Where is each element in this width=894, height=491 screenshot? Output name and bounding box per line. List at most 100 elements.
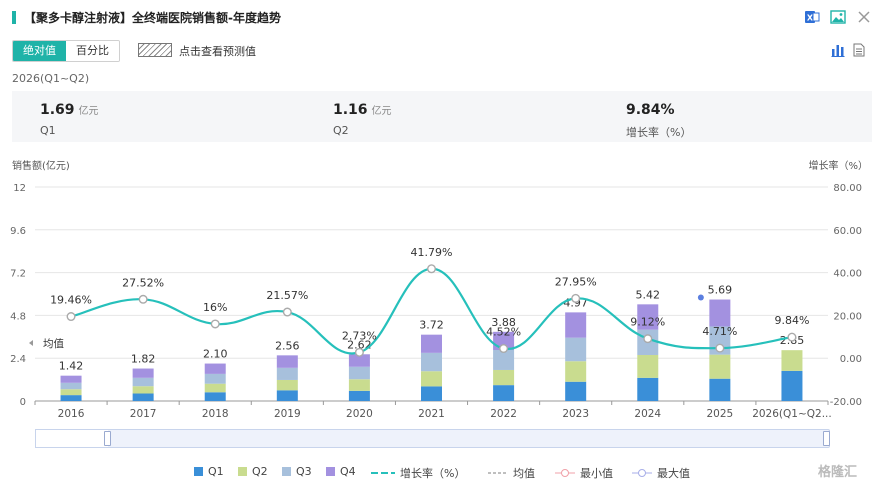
mean-label: 均值 bbox=[43, 337, 64, 350]
stat-q2-value: 1.16 亿元 bbox=[333, 102, 392, 118]
growth-label: 19.46% bbox=[50, 294, 92, 307]
tab-absolute[interactable]: 绝对值 bbox=[13, 41, 66, 61]
x-tick-label: 2024 bbox=[634, 408, 661, 420]
legend-min[interactable]: 最小值 bbox=[555, 465, 613, 481]
growth-point bbox=[499, 344, 509, 354]
bar-q2 bbox=[565, 361, 587, 382]
bar-total-label: 3.72 bbox=[419, 319, 444, 332]
x-tick-label: 2023 bbox=[562, 408, 589, 420]
bar-chart-icon[interactable] bbox=[831, 43, 845, 57]
stat-growth-label: 增长率（%） bbox=[626, 126, 692, 139]
bar-q3 bbox=[493, 349, 515, 370]
bar-q3 bbox=[348, 366, 370, 380]
growth-label: 9.12% bbox=[630, 316, 665, 329]
range-slider-right-handle[interactable] bbox=[823, 431, 830, 446]
stat-growth-value: 9.84% bbox=[626, 102, 675, 118]
bar-q1 bbox=[421, 386, 442, 401]
y-right-tick-label: 80.00 bbox=[833, 183, 862, 194]
x-tick-label: 2019 bbox=[274, 408, 301, 420]
growth-point bbox=[282, 307, 292, 317]
growth-label: 4.52% bbox=[486, 326, 521, 339]
legend-growth-rate[interactable]: 增长率（%） bbox=[371, 467, 466, 480]
growth-label: 41.79% bbox=[411, 246, 453, 259]
legend-q4[interactable]: Q4 bbox=[326, 465, 356, 478]
legend-mean[interactable]: 均值 bbox=[488, 467, 535, 480]
close-icon[interactable] bbox=[856, 10, 872, 24]
data-table-icon[interactable] bbox=[853, 43, 865, 57]
stat-q2-label: Q2 bbox=[333, 124, 349, 137]
growth-label: 9.84% bbox=[774, 314, 809, 327]
bar-q3 bbox=[132, 377, 154, 387]
bar-q4 bbox=[421, 334, 442, 353]
summary-period: 2026(Q1~Q2) bbox=[12, 72, 90, 85]
bar-total-label: 2.62 bbox=[347, 338, 372, 351]
bar-q2 bbox=[348, 379, 370, 391]
bar-q3 bbox=[276, 367, 298, 380]
growth-label: 2.73% bbox=[342, 329, 377, 342]
x-tick-label: 2017 bbox=[130, 408, 157, 420]
y-left-tick-label: 2.4 bbox=[10, 354, 26, 365]
bar-q2 bbox=[421, 371, 442, 387]
excel-export-icon[interactable]: X bbox=[804, 10, 820, 24]
bar-q4 bbox=[276, 355, 298, 368]
bar-q1 bbox=[493, 385, 515, 401]
x-tick-label: 2025 bbox=[706, 408, 733, 420]
bar-q1 bbox=[60, 395, 82, 401]
growth-point bbox=[571, 293, 581, 303]
growth-point bbox=[787, 332, 797, 342]
y-left-tick-label: 7.2 bbox=[10, 269, 26, 280]
bar-q4 bbox=[60, 375, 82, 383]
growth-point bbox=[715, 343, 725, 353]
bar-q1 bbox=[709, 378, 731, 401]
y-right-tick-label: 20.00 bbox=[833, 311, 862, 322]
summary-stats-panel bbox=[12, 91, 872, 142]
legend-q1[interactable]: Q1 bbox=[194, 465, 224, 478]
y-left-tick-label: 12 bbox=[13, 183, 26, 194]
bar-total-label: 2.56 bbox=[275, 339, 300, 352]
bar-q4 bbox=[637, 304, 659, 330]
y-left-tick-label: 9.6 bbox=[10, 226, 26, 237]
bar-total-label: 5.69 bbox=[708, 284, 733, 297]
sales-trend-chart: 0 2.4 4.8 7.2 9.6 12 -20.00 0.00 20.00 40.00 60.00… bbox=[10, 183, 862, 420]
range-slider-left-handle[interactable] bbox=[104, 431, 111, 446]
chart-title: 【聚多卡醇注射液】全终端医院销售额-年度趋势 bbox=[24, 11, 281, 25]
range-slider-unselected bbox=[35, 429, 108, 448]
forecast-toggle-label[interactable]: 点击查看预测值 bbox=[179, 45, 256, 58]
legend-max[interactable]: 最大值 bbox=[632, 465, 690, 481]
x-tick-label: 2018 bbox=[202, 408, 229, 420]
x-tick-label: 2020 bbox=[346, 408, 373, 420]
bar-q1 bbox=[204, 392, 226, 401]
legend-q2[interactable]: Q2 bbox=[238, 465, 268, 478]
growth-label: 4.71% bbox=[702, 325, 737, 338]
bar-q4 bbox=[348, 354, 370, 367]
range-slider-track[interactable] bbox=[35, 429, 830, 448]
x-tick-label: 2021 bbox=[418, 408, 445, 420]
bar-q3 bbox=[204, 373, 226, 384]
bar-q1 bbox=[781, 370, 803, 401]
tab-percentage[interactable]: 百分比 bbox=[66, 41, 119, 61]
bar-q1 bbox=[565, 381, 587, 401]
x-tick-label: 2016 bbox=[58, 408, 85, 420]
image-export-icon[interactable] bbox=[830, 10, 846, 24]
title-accent-bar bbox=[12, 11, 16, 24]
bar-q4 bbox=[565, 312, 587, 338]
bar-total-label: 1.42 bbox=[59, 360, 84, 373]
y-right-tick-label: 40.00 bbox=[833, 269, 862, 280]
svg-text:X: X bbox=[807, 14, 814, 23]
bar-q2 bbox=[493, 369, 515, 386]
bar-total-label: 5.42 bbox=[636, 288, 661, 301]
bar-q4 bbox=[132, 368, 154, 378]
bar-q2 bbox=[709, 354, 731, 379]
growth-label: 16% bbox=[203, 301, 227, 314]
growth-point bbox=[643, 334, 653, 344]
growth-label: 27.52% bbox=[122, 276, 164, 289]
bar-q1 bbox=[637, 377, 659, 401]
forecast-hatch-swatch[interactable] bbox=[138, 43, 172, 57]
stat-q1-label: Q1 bbox=[40, 124, 56, 137]
growth-point bbox=[210, 319, 220, 329]
bar-q3 bbox=[565, 337, 587, 362]
growth-label: 21.57% bbox=[266, 289, 308, 302]
legend-q3[interactable]: Q3 bbox=[282, 465, 312, 478]
growth-point bbox=[354, 347, 364, 357]
x-tick-label: 2026(Q1~Q2... bbox=[752, 408, 832, 420]
